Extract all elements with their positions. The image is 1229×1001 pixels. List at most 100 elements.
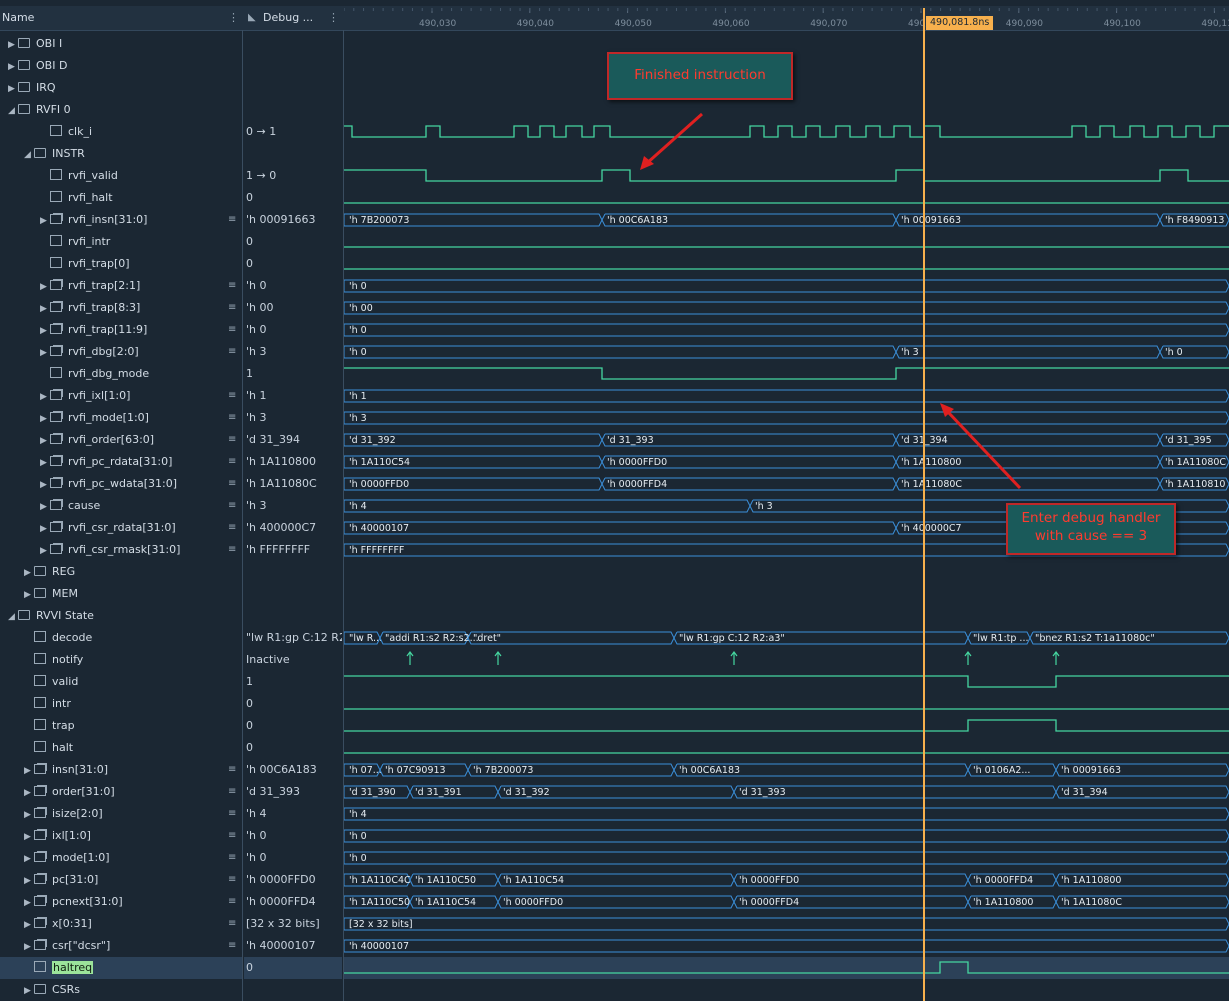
radix-filter-icon[interactable]: ≡ xyxy=(228,874,237,885)
bus-segment[interactable] xyxy=(895,477,1161,491)
bus-segment[interactable] xyxy=(344,433,603,447)
signal-row-cause[interactable]: ▶ cause ≡ xyxy=(0,495,242,517)
expand-toggle-icon[interactable]: ▶ xyxy=(40,480,47,490)
bus-segment[interactable] xyxy=(379,631,469,645)
signal-row-rvfi-csr-rmask-31-0[interactable]: ▶ rvfi_csr_rmask[31:0] ≡ xyxy=(0,539,242,561)
bus-segment[interactable] xyxy=(673,631,969,645)
waveform-pane[interactable]: 490,030 490,040 490,050 490,060 490,070 490, 4… xyxy=(344,0,1229,1001)
signal-row-isize-2-0[interactable]: ▶ isize[2:0] ≡ xyxy=(0,803,242,825)
signal-row-valid[interactable]: valid xyxy=(0,671,242,693)
radix-filter-icon[interactable]: ≡ xyxy=(228,940,237,951)
value-column-header[interactable]: Debug ... xyxy=(263,11,314,24)
radix-filter-icon[interactable]: ≡ xyxy=(228,830,237,841)
signal-row-decode[interactable]: decode xyxy=(0,627,242,649)
bus-segment[interactable] xyxy=(1055,763,1229,777)
signal-row-rvfi-ixl-1-0[interactable]: ▶ rvfi_ixl[1:0] ≡ xyxy=(0,385,242,407)
expand-toggle-icon[interactable]: ▶ xyxy=(40,326,47,336)
name-column-header[interactable]: Name xyxy=(2,11,35,24)
signal-row-x-0-31[interactable]: ▶ x[0:31] ≡ xyxy=(0,913,242,935)
name-column-menu-icon[interactable]: ⋮ xyxy=(228,11,239,24)
bus-segment[interactable] xyxy=(601,455,897,469)
bus-segment[interactable] xyxy=(1055,895,1229,909)
value-column-menu-icon[interactable]: ⋮ xyxy=(328,11,339,24)
bus-segment[interactable] xyxy=(895,345,1161,359)
signal-row-rvfi-order-63-0[interactable]: ▶ rvfi_order[63:0] ≡ xyxy=(0,429,242,451)
radix-filter-icon[interactable]: ≡ xyxy=(228,214,237,225)
signal-row-reg[interactable]: ▶ REG xyxy=(0,561,242,583)
signal-row-order-31-0[interactable]: ▶ order[31:0] ≡ xyxy=(0,781,242,803)
expand-toggle-icon[interactable]: ▶ xyxy=(40,216,47,226)
radix-filter-icon[interactable]: ≡ xyxy=(228,478,237,489)
bus-segment[interactable] xyxy=(344,411,1229,425)
bus-segment[interactable] xyxy=(467,763,675,777)
bus-segment[interactable] xyxy=(895,455,1161,469)
radix-filter-icon[interactable]: ≡ xyxy=(228,412,237,423)
signal-row-notify[interactable]: notify xyxy=(0,649,242,671)
bus-segment[interactable] xyxy=(497,895,735,909)
waveform-rvfi-dbg-mode[interactable] xyxy=(344,367,1229,380)
signal-row-rvfi-insn-31-0[interactable]: ▶ rvfi_insn[31:0] ≡ xyxy=(0,209,242,231)
signal-row-pc-31-0[interactable]: ▶ pc[31:0] ≡ xyxy=(0,869,242,891)
bus-segment[interactable] xyxy=(601,213,897,227)
expand-toggle-icon[interactable]: ▶ xyxy=(24,986,31,996)
expand-toggle-icon[interactable]: ▶ xyxy=(24,898,31,908)
expand-toggle-icon[interactable]: ▶ xyxy=(24,766,31,776)
bus-segment[interactable] xyxy=(344,301,1229,315)
signal-row-insn-31-0[interactable]: ▶ insn[31:0] ≡ xyxy=(0,759,242,781)
expand-toggle-icon[interactable]: ▶ xyxy=(24,810,31,820)
expand-toggle-icon[interactable]: ▶ xyxy=(24,788,31,798)
bus-segment[interactable] xyxy=(344,455,603,469)
bus-segment[interactable] xyxy=(1029,631,1229,645)
bus-segment[interactable] xyxy=(749,499,1229,513)
radix-filter-icon[interactable]: ≡ xyxy=(228,346,237,357)
expand-toggle-icon[interactable]: ◢ xyxy=(24,150,31,160)
bus-segment[interactable] xyxy=(379,763,469,777)
signal-row-rvfi-valid[interactable]: rvfi_valid xyxy=(0,165,242,187)
expand-toggle-icon[interactable]: ◢ xyxy=(8,106,15,116)
radix-filter-icon[interactable]: ≡ xyxy=(228,302,237,313)
waveform-clk-i[interactable] xyxy=(344,125,1229,138)
expand-toggle-icon[interactable]: ▶ xyxy=(40,304,47,314)
value-wave-divider[interactable] xyxy=(343,30,344,1001)
bus-segment[interactable] xyxy=(1055,873,1229,887)
bus-segment[interactable] xyxy=(409,895,499,909)
signal-row-rvfi-dbg-mode[interactable]: rvfi_dbg_mode xyxy=(0,363,242,385)
expand-toggle-icon[interactable]: ▶ xyxy=(8,40,15,50)
bus-segment[interactable] xyxy=(344,785,411,799)
expand-toggle-icon[interactable]: ▶ xyxy=(40,348,47,358)
bus-segment[interactable] xyxy=(409,873,499,887)
expand-toggle-icon[interactable]: ▶ xyxy=(24,590,31,600)
waveform-trap[interactable] xyxy=(344,719,1229,732)
bus-segment[interactable] xyxy=(967,895,1057,909)
radix-filter-icon[interactable]: ≡ xyxy=(228,500,237,511)
radix-filter-icon[interactable]: ≡ xyxy=(228,852,237,863)
bus-segment[interactable] xyxy=(344,477,603,491)
bus-segment[interactable] xyxy=(1159,345,1229,359)
expand-toggle-icon[interactable]: ▶ xyxy=(40,524,47,534)
signal-row-clk-i[interactable]: clk_i xyxy=(0,121,242,143)
bus-segment[interactable] xyxy=(895,433,1161,447)
radix-filter-icon[interactable]: ≡ xyxy=(228,808,237,819)
signal-row-irq[interactable]: ▶ IRQ xyxy=(0,77,242,99)
name-value-divider[interactable] xyxy=(242,30,243,1001)
signal-row-rvfi-pc-rdata-31-0[interactable]: ▶ rvfi_pc_rdata[31:0] ≡ xyxy=(0,451,242,473)
signal-row-obi-i[interactable]: ▶ OBI I xyxy=(0,33,242,55)
signal-row-rvfi-trap-2-1[interactable]: ▶ rvfi_trap[2:1] ≡ xyxy=(0,275,242,297)
signal-row-rvfi-halt[interactable]: rvfi_halt xyxy=(0,187,242,209)
bus-segment[interactable] xyxy=(895,213,1161,227)
expand-toggle-icon[interactable]: ◢ xyxy=(8,612,15,622)
radix-filter-icon[interactable]: ≡ xyxy=(228,522,237,533)
signal-row-mem[interactable]: ▶ MEM xyxy=(0,583,242,605)
waveform-valid[interactable] xyxy=(344,675,1229,688)
cursor-time-label[interactable]: 490,081.8ns xyxy=(926,16,994,30)
bus-segment[interactable] xyxy=(344,917,1229,931)
bus-segment[interactable] xyxy=(344,323,1229,337)
waveform-rvfi-valid[interactable] xyxy=(344,169,1229,182)
signal-row-csr-dcsr[interactable]: ▶ csr["dcsr"] ≡ xyxy=(0,935,242,957)
bus-segment[interactable] xyxy=(344,521,897,535)
bus-segment[interactable] xyxy=(1159,213,1229,227)
signal-row-ixl-1-0[interactable]: ▶ ixl[1:0] ≡ xyxy=(0,825,242,847)
expand-toggle-icon[interactable]: ▶ xyxy=(40,436,47,446)
expand-toggle-icon[interactable]: ▶ xyxy=(40,546,47,556)
radix-filter-icon[interactable]: ≡ xyxy=(228,764,237,775)
